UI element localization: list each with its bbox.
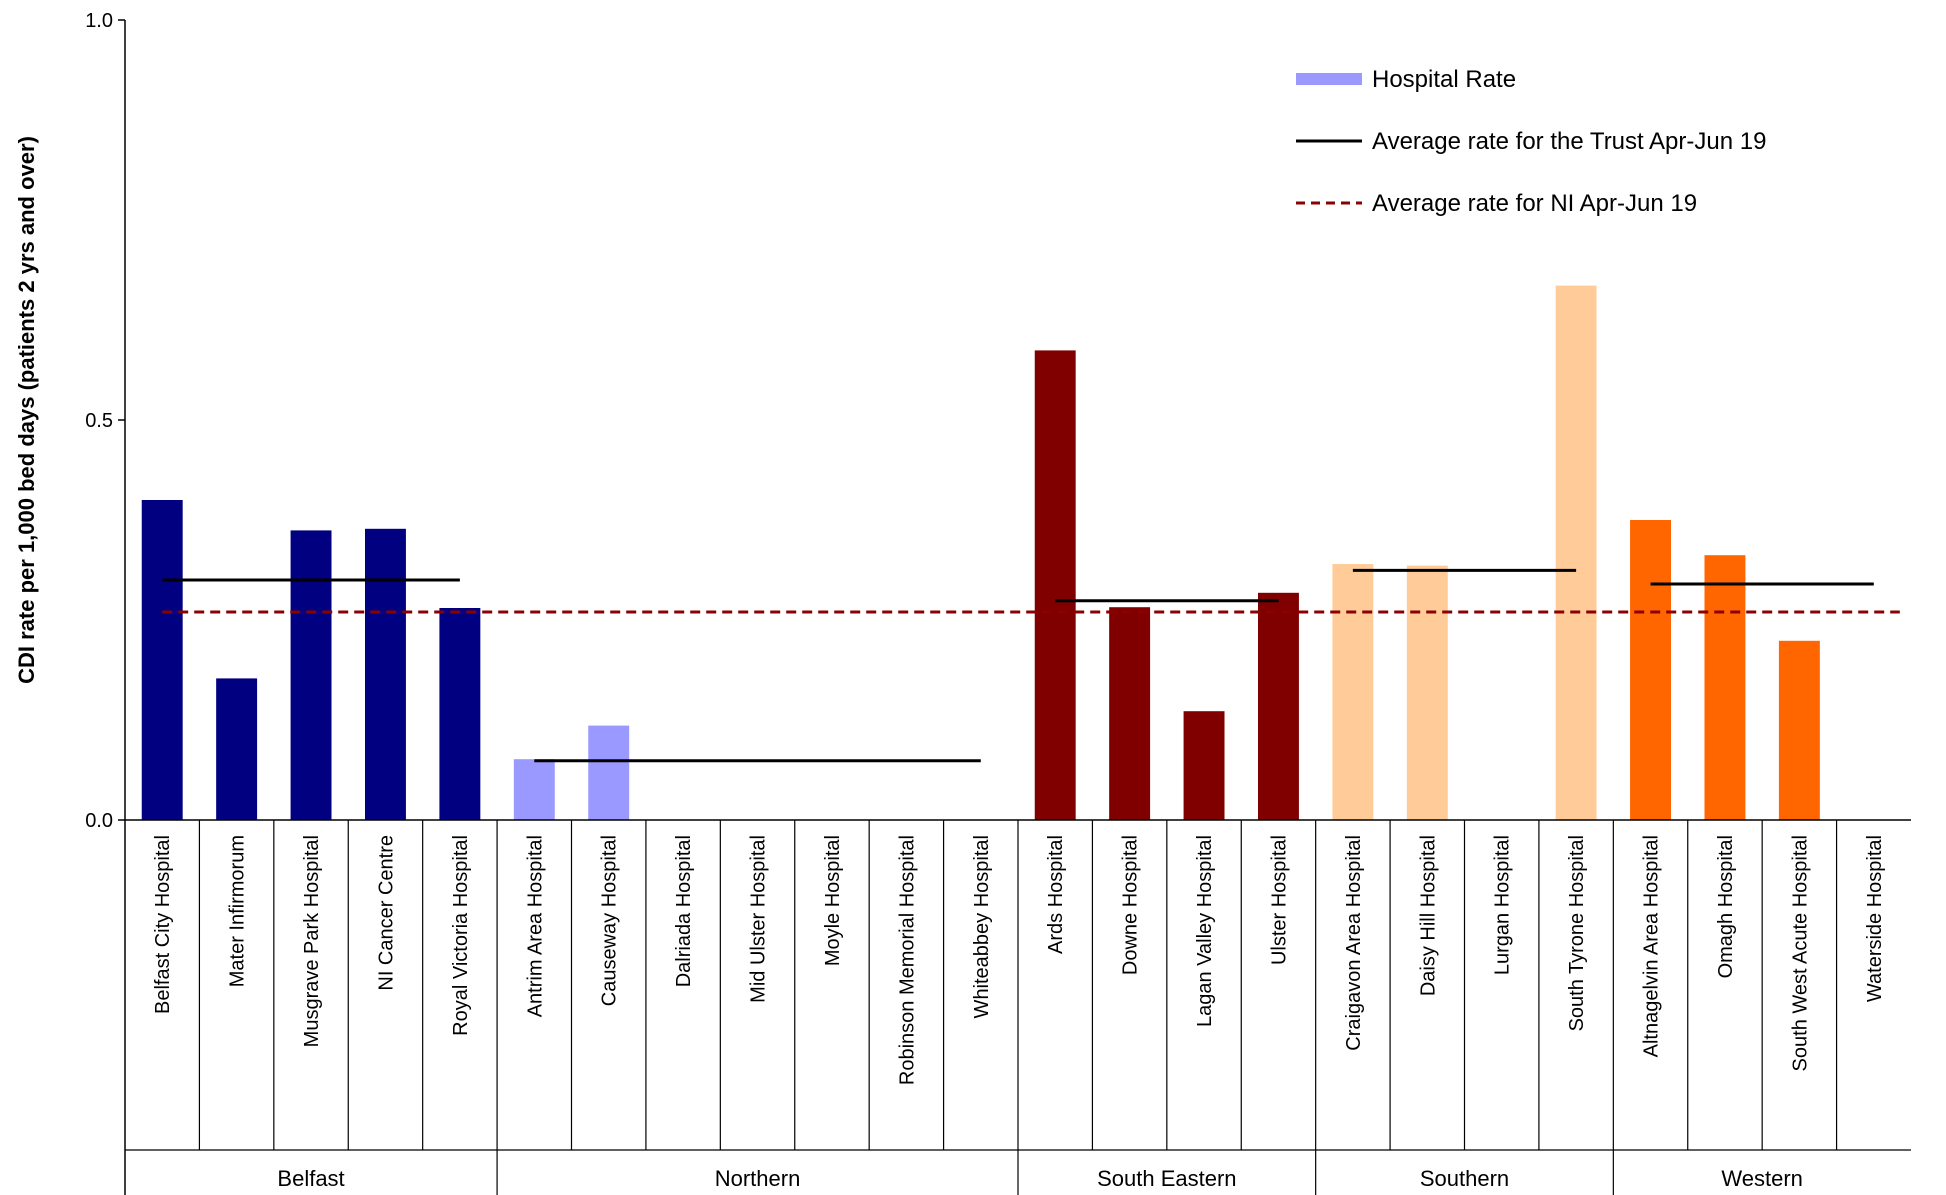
group-label: Northern (715, 1166, 801, 1191)
bar-omagh-hospital (1704, 555, 1746, 820)
legend-ni-average-label: Average rate for NI Apr-Jun 19 (1372, 190, 1697, 217)
category-label: Belfast City Hospital (152, 835, 174, 1014)
category-label: South West Acute Hospital (1789, 835, 1811, 1071)
category-label: Musgrave Park Hospital (301, 835, 323, 1047)
category-label: Downe Hospital (1120, 835, 1142, 975)
bar-antrim-area-hospital (513, 759, 555, 820)
category-label: South Tyrone Hospital (1566, 835, 1588, 1031)
bar-south-west-acute-hospital (1778, 640, 1820, 820)
category-label: Craigavon Area Hospital (1343, 835, 1365, 1051)
bar-craigavon-area-hospital (1332, 564, 1374, 820)
category-label: Robinson Memorial Hospital (896, 835, 918, 1085)
group-label: Belfast (277, 1166, 344, 1191)
bar-royal-victoria-hospital (439, 608, 481, 820)
bar-altnagelvin-area-hospital (1630, 520, 1672, 820)
bar-daisy-hill-hospital (1406, 565, 1448, 820)
category-label: Whiteabbey Hospital (971, 835, 993, 1018)
category-labels: Belfast City Hospital Mater Infirmorum Mus… (152, 835, 1886, 1191)
bar-ulster-hospital (1257, 592, 1299, 820)
bar-downe-hospital (1109, 607, 1151, 820)
category-label: Lurgan Hospital (1492, 835, 1514, 975)
category-label: Ulster Hospital (1268, 835, 1290, 965)
category-label: Mater Infirmorum (227, 835, 249, 987)
bar-causeway-hospital (588, 725, 630, 820)
y-tick-label: 0.5 (85, 410, 113, 432)
category-label: Lagan Valley Hospital (1194, 835, 1216, 1027)
category-label: NI Cancer Centre (375, 835, 397, 991)
group-label: South Eastern (1097, 1166, 1236, 1191)
category-label: Royal Victoria Hospital (450, 835, 472, 1036)
bar-ards-hospital (1034, 350, 1076, 820)
legend-hospital-rate-swatch (1296, 73, 1362, 85)
bar-musgrave-park-hospital (290, 530, 332, 820)
category-label: Dalriada Hospital (673, 835, 695, 987)
legend-hospital-rate-label: Hospital Rate (1372, 66, 1516, 93)
bar-south-tyrone-hospital (1555, 285, 1597, 821)
category-label: Causeway Hospital (599, 835, 621, 1006)
category-label: Moyle Hospital (822, 835, 844, 966)
category-label: Mid Ulster Hospital (748, 835, 770, 1003)
y-axis-title: CDI rate per 1,000 bed days (patients 2 … (14, 136, 39, 684)
bar-ni-cancer-centre (364, 528, 406, 820)
plot-area (141, 285, 1900, 821)
bar-belfast-city-hospital (141, 500, 183, 820)
category-label: Ards Hospital (1045, 835, 1067, 954)
group-label: Western (1721, 1166, 1803, 1191)
legend: Hospital Rate Average rate for the Trust… (1296, 66, 1766, 217)
axes: 0.0 0.5 1.0 (85, 10, 1911, 1195)
legend-trust-average-label: Average rate for the Trust Apr-Jun 19 (1372, 128, 1766, 155)
category-label: Omagh Hospital (1715, 835, 1737, 978)
category-label: Daisy Hill Hospital (1417, 835, 1439, 996)
category-label: Antrim Area Hospital (524, 835, 546, 1017)
bar-mater-infirmorum (216, 678, 258, 820)
bar-lagan-valley-hospital (1183, 711, 1225, 820)
y-tick-label: 0.0 (85, 810, 113, 832)
category-label: Waterside Hospital (1864, 835, 1886, 1002)
category-label: Altnagelvin Area Hospital (1641, 835, 1663, 1057)
y-tick-label: 1.0 (85, 10, 113, 32)
group-label: Southern (1420, 1166, 1509, 1191)
